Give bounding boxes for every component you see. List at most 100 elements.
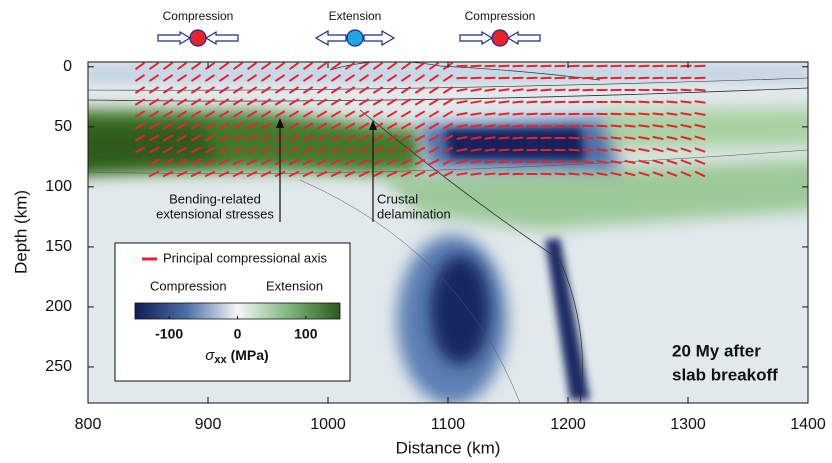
stress-axis <box>582 160 594 164</box>
stress-axis <box>694 112 706 116</box>
stress-axis <box>288 146 300 154</box>
stress-axis <box>540 112 552 116</box>
stress-axis <box>316 122 328 130</box>
stress-axis <box>526 112 538 116</box>
stress-axis <box>246 134 258 142</box>
stress-axis <box>330 122 342 130</box>
stress-axis <box>442 158 454 166</box>
stress-axis <box>400 62 412 70</box>
stress-axis <box>358 98 370 106</box>
stress-axis <box>484 88 496 92</box>
stress-axis <box>386 86 398 94</box>
stress-axis <box>386 110 398 118</box>
stress-axis <box>484 160 496 164</box>
stress-axis <box>176 170 188 178</box>
stress-axis <box>666 147 678 153</box>
stress-axis <box>316 86 328 94</box>
stress-axis <box>652 112 664 116</box>
stress-axis <box>204 158 216 166</box>
stress-axis <box>288 86 300 94</box>
stress-axis <box>442 74 454 82</box>
stress-axis <box>330 170 342 178</box>
x-tick-label: 900 <box>195 416 222 433</box>
stress-axis <box>134 62 146 70</box>
stress-axis <box>260 170 272 178</box>
stress-axis <box>680 100 692 104</box>
stress-axis <box>134 134 146 142</box>
stress-axis <box>428 146 440 154</box>
stress-axis <box>428 86 440 94</box>
stress-axis <box>624 159 636 165</box>
stress-axis <box>624 64 636 68</box>
stress-axis <box>232 146 244 154</box>
stress-axis <box>232 134 244 142</box>
stress-axis <box>400 110 412 118</box>
annotation: delamination <box>377 206 451 221</box>
stress-axis <box>232 62 244 70</box>
stress-axis <box>568 160 580 164</box>
stress-axis <box>526 88 538 92</box>
stress-axis <box>694 123 706 129</box>
stress-axis <box>218 62 230 70</box>
stress-axis <box>190 86 202 94</box>
stress-axis <box>302 98 314 106</box>
stress-axis <box>316 146 328 154</box>
stress-axis <box>358 134 370 142</box>
stress-axis <box>428 62 440 70</box>
x-tick-label: 800 <box>75 416 102 433</box>
stress-axis <box>232 98 244 106</box>
stress-axis <box>582 172 594 176</box>
stress-axis <box>358 74 370 82</box>
stress-axis <box>330 158 342 166</box>
stress-axis <box>162 62 174 70</box>
stress-axis <box>162 170 174 178</box>
stress-axis <box>316 98 328 106</box>
stress-axis <box>540 100 552 104</box>
stress-axis <box>624 112 636 116</box>
stress-axis <box>386 146 398 154</box>
stress-axis <box>414 158 426 166</box>
stress-axis <box>302 110 314 118</box>
stress-axis <box>288 62 300 70</box>
stress-axis <box>666 100 678 104</box>
stress-axis <box>288 158 300 166</box>
stress-axis <box>372 170 384 178</box>
stress-axis <box>204 74 216 82</box>
stress-axis <box>162 110 174 118</box>
stress-axis <box>652 171 664 177</box>
colorbar-title: σxx (MPa) <box>205 347 268 366</box>
stress-axis <box>526 64 538 68</box>
stress-axis <box>246 62 258 70</box>
stress-axis <box>190 122 202 130</box>
stress-axis <box>414 146 426 154</box>
stress-axis <box>414 170 426 178</box>
stress-axis <box>288 134 300 142</box>
stress-axis <box>442 134 454 142</box>
stress-axis <box>526 124 538 128</box>
stress-axis <box>498 64 510 68</box>
stress-axis <box>302 74 314 82</box>
stress-axis <box>344 146 356 154</box>
stress-axis <box>358 122 370 130</box>
stress-axis <box>246 86 258 94</box>
stress-axis <box>330 74 342 82</box>
stress-axis <box>316 158 328 166</box>
stress-axis <box>260 62 272 70</box>
stress-axis <box>694 88 706 92</box>
stress-axis <box>428 110 440 118</box>
stress-axis <box>372 158 384 166</box>
stress-axis <box>540 88 552 92</box>
stress-axis <box>484 64 496 68</box>
stress-axis <box>246 110 258 118</box>
stress-axis <box>512 124 524 128</box>
stress-axis <box>148 110 160 118</box>
colorbar-tick-label: -100 <box>155 326 183 342</box>
stress-axis <box>400 74 412 82</box>
stress-axis <box>372 98 384 106</box>
y-tick-label: 100 <box>45 178 72 195</box>
stress-axis <box>694 170 706 178</box>
stress-axis <box>358 62 370 70</box>
annotation: 20 My after <box>672 341 761 360</box>
stress-axis <box>512 112 524 116</box>
annotation: Crustal <box>377 191 418 206</box>
